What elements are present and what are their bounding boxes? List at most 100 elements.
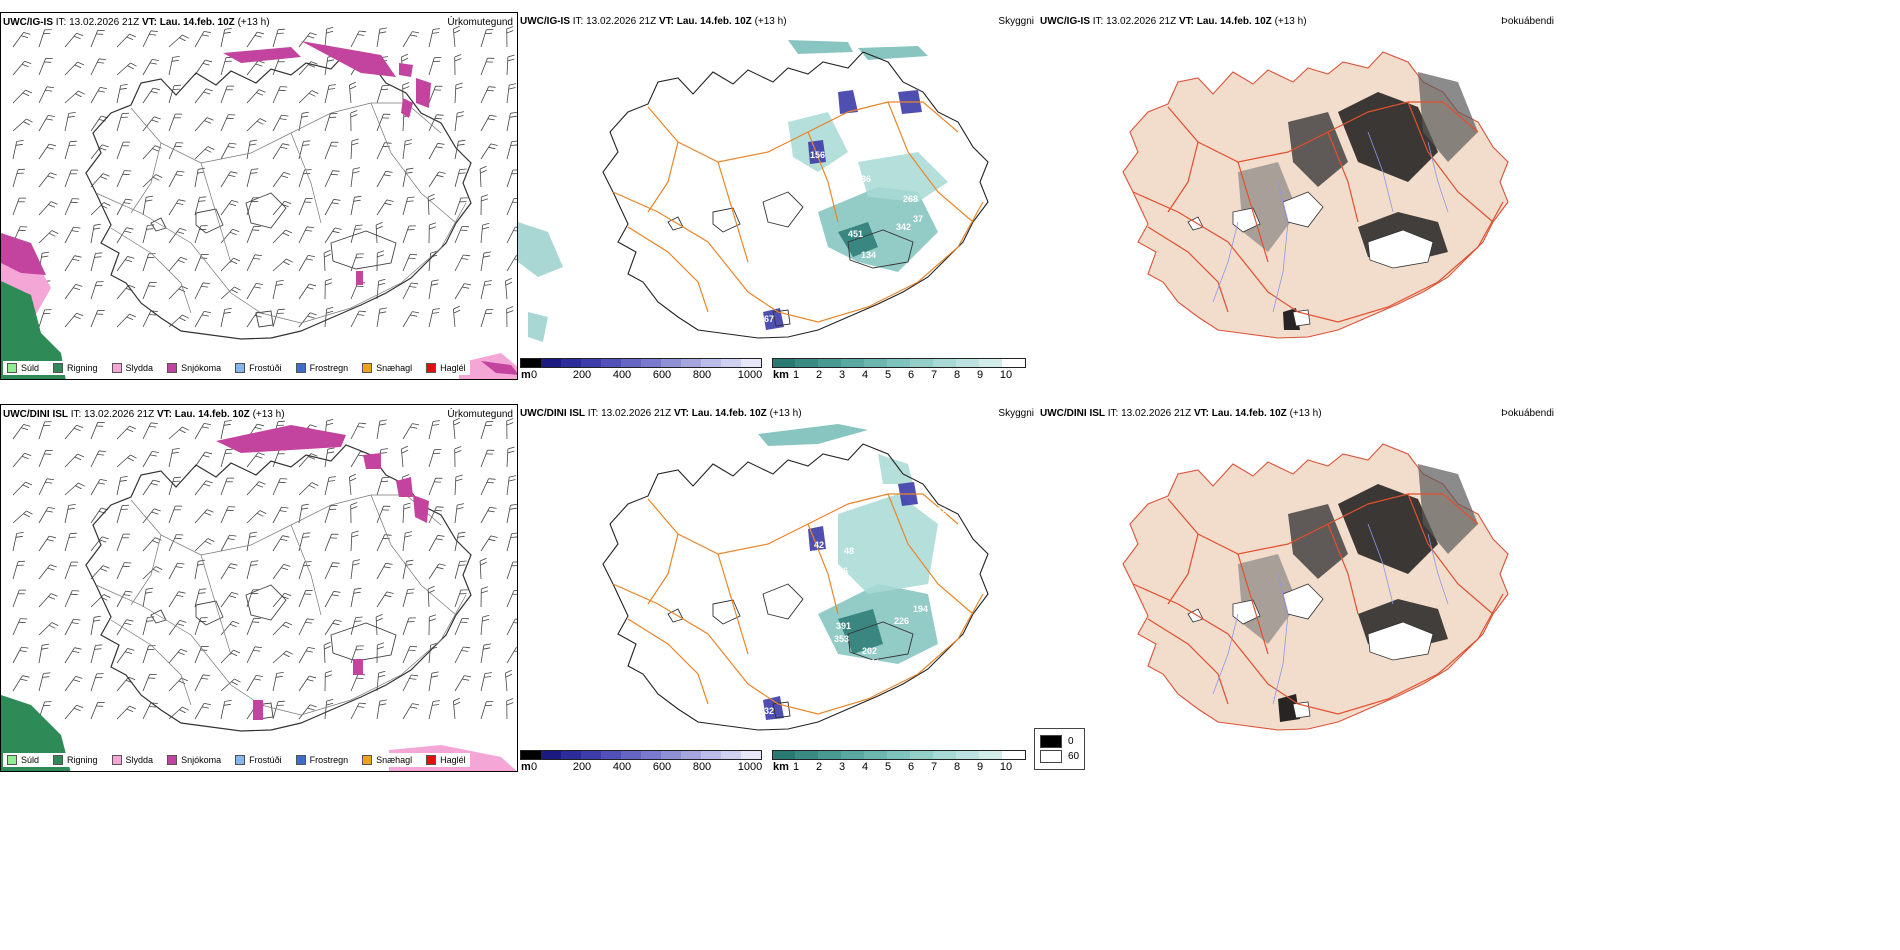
wind-barb-feather xyxy=(171,451,179,454)
wind-barb-feather xyxy=(223,423,231,426)
wind-barb-feather xyxy=(22,92,30,97)
wind-barb-feather xyxy=(15,535,23,538)
wind-barb-feather xyxy=(232,620,240,624)
wind-barb-feather xyxy=(432,420,441,422)
wind-barb xyxy=(168,562,178,580)
wind-barb-feather xyxy=(48,204,56,208)
wind-barb xyxy=(298,533,304,552)
visibility-scale: km 1 2 3 4 5 6 7 8 9 10 xyxy=(772,356,1036,380)
wind-barb-feather xyxy=(199,588,207,590)
wind-barb-feather xyxy=(207,146,215,150)
glacier xyxy=(847,621,914,661)
road xyxy=(95,192,467,324)
snow-area xyxy=(399,63,413,77)
wind-barb xyxy=(90,702,99,720)
wind-barb-feather xyxy=(201,286,209,288)
visibility-annotations: 56 156 62 236 268 451 342 37 134 37 67 xyxy=(764,82,936,324)
wind-barb xyxy=(142,197,147,216)
glacier xyxy=(330,622,397,662)
scale-tick: 10 xyxy=(999,369,1013,380)
wind-barb-feather xyxy=(204,512,212,516)
legend-item: Frostregn xyxy=(295,755,348,765)
wind-barb-feather xyxy=(257,423,264,427)
wind-barb xyxy=(272,564,284,580)
wind-barb-feather xyxy=(350,502,358,506)
wind-barb-feather xyxy=(253,678,261,681)
wind-barb xyxy=(298,704,311,720)
wind-barb xyxy=(376,171,387,188)
wind-barb-feather xyxy=(432,312,440,314)
river xyxy=(1212,613,1239,695)
wind-barb-feather xyxy=(122,565,130,568)
wind-barb-feather xyxy=(328,476,337,478)
wind-barb-feather xyxy=(458,531,466,534)
legend-swatch xyxy=(426,363,437,373)
glacier xyxy=(330,230,397,270)
wind-barb-feather xyxy=(207,538,215,542)
wind-barb xyxy=(168,85,175,104)
wind-barb-feather xyxy=(490,143,498,146)
annotation: 48 xyxy=(844,546,854,556)
wind-barb-feather xyxy=(350,506,358,510)
wind-barb-feather xyxy=(275,675,283,678)
wind-barb xyxy=(90,144,103,160)
wind-barb xyxy=(246,283,257,300)
wind-barb xyxy=(272,281,278,300)
wind-barb-feather xyxy=(506,418,514,422)
wind-barb-feather xyxy=(437,534,445,537)
wind-barb xyxy=(220,29,226,48)
wind-barb-feather xyxy=(145,199,153,202)
wind-barb xyxy=(506,618,516,636)
scale-unit: km xyxy=(773,761,789,772)
wind-barb xyxy=(142,589,147,608)
wind-barb-feather xyxy=(71,622,79,624)
wind-barb-feather xyxy=(201,706,209,709)
road xyxy=(1407,101,1494,223)
wind-barb-feather xyxy=(461,650,469,652)
wind-barb-feather xyxy=(259,510,267,514)
wind-barb xyxy=(64,312,77,328)
wind-barb xyxy=(194,197,200,216)
wind-barb-feather xyxy=(120,84,128,86)
wind-barb-feather xyxy=(73,707,81,712)
wind-barb-feather xyxy=(197,563,205,566)
wind-barb-feather xyxy=(404,535,412,538)
wind-barb-feather xyxy=(182,34,189,39)
glacier xyxy=(772,701,791,719)
wind-barb xyxy=(194,117,208,132)
wind-barb-feather xyxy=(481,590,489,594)
wind-barb xyxy=(376,506,384,524)
wind-barb xyxy=(402,703,413,720)
wind-barb xyxy=(38,143,50,160)
wind-barb xyxy=(90,507,102,524)
wind-barb-feather xyxy=(406,592,414,594)
wind-barb xyxy=(505,281,508,300)
wind-barb-feather xyxy=(458,564,466,566)
wind-barb xyxy=(142,116,155,132)
wind-barb-feather xyxy=(22,675,30,678)
road xyxy=(1237,553,1269,655)
wind-barb-feather xyxy=(147,616,155,618)
legend-item: Snæhagl xyxy=(362,363,412,373)
wind-barb-feather xyxy=(73,427,81,432)
wind-barb-feather xyxy=(258,89,266,93)
wind-barb-feather xyxy=(479,165,487,170)
wind-barb-feather xyxy=(198,167,206,170)
wind-barb xyxy=(350,422,360,440)
wind-barb-feather xyxy=(224,28,232,30)
wind-barb-feather xyxy=(48,596,56,600)
road xyxy=(200,162,232,264)
wind-barb-feather xyxy=(354,587,362,590)
wind-barb-feather xyxy=(282,535,290,538)
visibility-area xyxy=(878,454,913,484)
wind-barb-feather xyxy=(47,175,55,179)
wind-barb-feather xyxy=(225,448,233,451)
wind-barb xyxy=(142,674,151,692)
wind-barb-feather xyxy=(305,622,313,624)
wind-barb xyxy=(90,115,102,132)
wind-barb-feather xyxy=(177,562,185,565)
annotation: 194 xyxy=(913,604,928,614)
wind-barb xyxy=(428,253,431,272)
wind-barb xyxy=(90,450,100,468)
init-time: 13.02.2026 21Z xyxy=(69,17,140,28)
